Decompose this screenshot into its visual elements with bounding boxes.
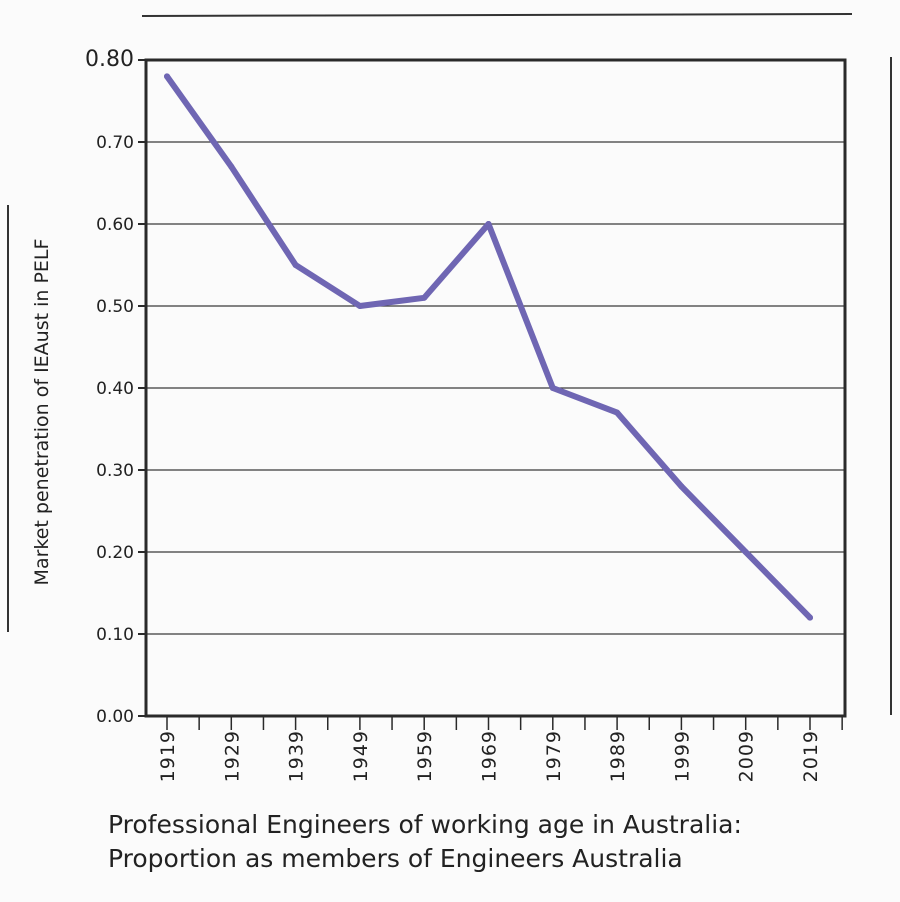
data-point: [164, 73, 170, 80]
data-point: [292, 262, 299, 268]
y-tick-label: 0.30: [96, 461, 134, 481]
series-line: [164, 73, 813, 621]
x-axis-tick-labels: 1919 1929 1939 1949 1959 1969 1979 1989 1999 2009…: [157, 730, 822, 782]
data-point: [807, 614, 813, 621]
data-point: [421, 294, 428, 301]
x-tick-label: 1949: [350, 730, 372, 782]
plot-frame: [144, 58, 847, 718]
data-point: [228, 163, 235, 170]
y-tick-label: 0.20: [96, 543, 134, 563]
y-tick-label: 0.70: [96, 133, 134, 153]
y-tick-label: 0.10: [96, 625, 134, 645]
data-points: [164, 73, 813, 621]
y-tick-label: 0.80: [85, 47, 134, 72]
data-point: [678, 483, 685, 490]
y-tick-label: 0.00: [96, 707, 134, 727]
y-tick-label: 0.60: [96, 215, 134, 235]
x-tick-label: 1999: [671, 730, 693, 782]
data-point: [549, 385, 556, 391]
y-tick-label: 0.40: [96, 379, 134, 399]
x-tick-label: 1959: [414, 730, 436, 782]
data-point: [485, 221, 492, 227]
gridlines: [138, 59, 845, 717]
caption-line-2: Proportion as members of Engineers Austr…: [108, 844, 683, 873]
x-tick-label: 2019: [800, 730, 822, 782]
x-axis-caption: Professional Engineers of working age in…: [108, 808, 742, 876]
x-tick-label: 1919: [157, 730, 179, 782]
y-axis-tick-labels: 0.00 0.10 0.20 0.30 0.40 0.50 0.60 0.70 0.80: [85, 47, 134, 727]
data-point: [742, 549, 749, 555]
y-axis-title: Market penetration of IEAust in PELF: [31, 239, 53, 586]
data-point: [614, 409, 621, 416]
x-tick-label: 1969: [479, 730, 501, 782]
page-border-top: [141, 13, 853, 17]
x-tick-label: 1939: [286, 730, 308, 782]
x-tick-label: 2009: [736, 730, 758, 782]
caption-line-1: Professional Engineers of working age in…: [108, 810, 742, 839]
x-tick-label: 1989: [607, 730, 629, 782]
x-tick-label: 1979: [543, 730, 565, 782]
x-axis-ticks: [166, 716, 843, 730]
y-tick-label: 0.50: [96, 297, 134, 317]
data-point: [356, 303, 363, 309]
x-tick-label: 1929: [221, 730, 243, 782]
